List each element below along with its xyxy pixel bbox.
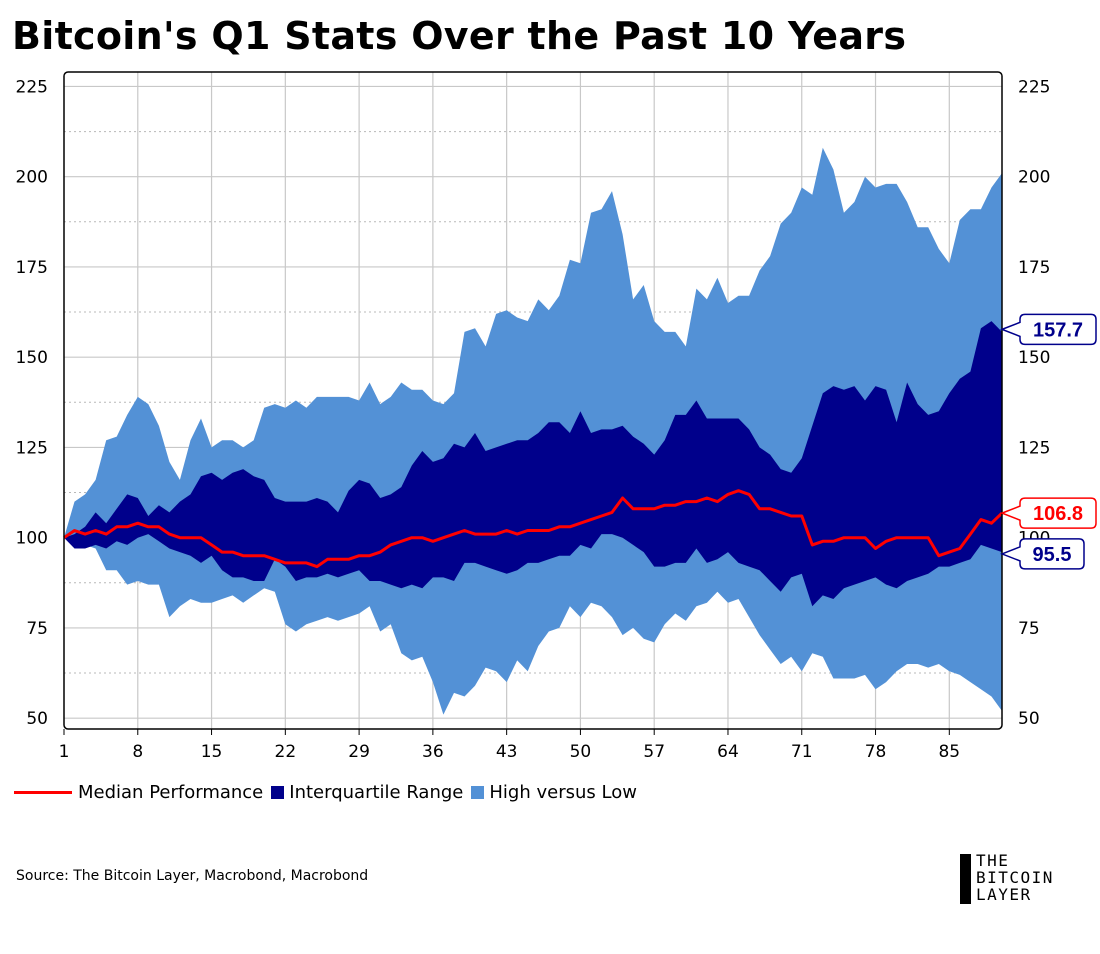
chart-title: Bitcoin's Q1 Stats Over the Past 10 Year… bbox=[12, 14, 907, 58]
x-tick-label: 71 bbox=[791, 742, 813, 762]
y-tick-label-left: 200 bbox=[16, 168, 48, 188]
x-tick-label: 22 bbox=[275, 742, 297, 762]
y-tick-label-right: 50 bbox=[1018, 709, 1040, 729]
y-tick-label-right: 125 bbox=[1018, 438, 1050, 458]
x-tick-label: 43 bbox=[496, 742, 518, 762]
logo-line-1: THE bbox=[976, 851, 1010, 870]
y-tick-label-left: 225 bbox=[16, 77, 48, 97]
legend-item-range: High versus Low bbox=[471, 782, 637, 803]
callout-label: 95.5 bbox=[1033, 544, 1072, 566]
iqr-band bbox=[64, 321, 1002, 607]
x-tick-label: 8 bbox=[132, 742, 143, 762]
callout-box bbox=[999, 313, 1097, 346]
callouts: 157.7 106.8 95.5 bbox=[999, 313, 1097, 570]
y-tick-label-right: 200 bbox=[1018, 168, 1050, 188]
x-tick-label: 1 bbox=[59, 742, 70, 762]
callout-box bbox=[999, 538, 1085, 570]
median-line bbox=[63, 489, 1004, 569]
source-note: Source: The Bitcoin Layer, Macrobond, Ma… bbox=[16, 868, 369, 884]
legend-item-median: Median Performance bbox=[14, 782, 263, 803]
logo-line-3: LAYER bbox=[976, 885, 1032, 904]
plot-frame bbox=[63, 71, 1003, 730]
legend: Median Performance Interquartile Range H… bbox=[14, 782, 645, 803]
x-tick-label: 85 bbox=[938, 742, 960, 762]
x-tick-label: 29 bbox=[348, 742, 370, 762]
y-tick-label-left: 100 bbox=[16, 529, 48, 549]
x-tick-label: 57 bbox=[643, 742, 665, 762]
bitcoin-layer-logo: THE BITCOIN LAYER bbox=[960, 852, 1086, 906]
y-tick-label-left: 50 bbox=[26, 709, 48, 729]
legend-iqr-label: Interquartile Range bbox=[289, 782, 464, 803]
legend-item-iqr: Interquartile Range bbox=[271, 782, 463, 803]
y-tick-label-left: 175 bbox=[16, 258, 48, 278]
callout-box bbox=[999, 497, 1097, 529]
median-line-layer bbox=[63, 489, 1004, 569]
iqr-swatch bbox=[271, 786, 285, 799]
logo-text: THE BITCOIN LAYER bbox=[976, 852, 1054, 903]
callout-interquartile-range-upper: 157.7 bbox=[999, 313, 1097, 346]
y-tick-label-left: 125 bbox=[16, 438, 48, 458]
iqr-band-layer bbox=[64, 321, 1002, 607]
range-swatch bbox=[471, 786, 485, 799]
logo-bar-icon bbox=[960, 854, 971, 904]
x-tick-label: 78 bbox=[865, 742, 887, 762]
y-tick-label-left: 75 bbox=[26, 619, 48, 639]
legend-median-label: Median Performance bbox=[78, 782, 264, 803]
callout-median-performance: 106.8 bbox=[999, 497, 1097, 529]
callout-label: 106.8 bbox=[1033, 503, 1083, 525]
logo-line-2: BITCOIN bbox=[976, 868, 1054, 887]
x-tick-label: 15 bbox=[201, 742, 223, 762]
median-swatch bbox=[14, 791, 72, 794]
y-tick-label-right: 150 bbox=[1018, 348, 1050, 368]
x-tick-label: 50 bbox=[570, 742, 592, 762]
y-tick-label-right: 75 bbox=[1018, 619, 1040, 639]
legend-range-label: High versus Low bbox=[489, 782, 637, 803]
x-tick-label: 36 bbox=[422, 742, 444, 762]
y-tick-label-right: 225 bbox=[1018, 77, 1050, 97]
callout-label: 157.7 bbox=[1033, 319, 1083, 341]
y-tick-label-left: 150 bbox=[16, 348, 48, 368]
y-tick-label-right: 175 bbox=[1018, 258, 1050, 278]
callout-interquartile-range-lower: 95.5 bbox=[999, 538, 1085, 570]
x-tick-label: 64 bbox=[717, 742, 739, 762]
